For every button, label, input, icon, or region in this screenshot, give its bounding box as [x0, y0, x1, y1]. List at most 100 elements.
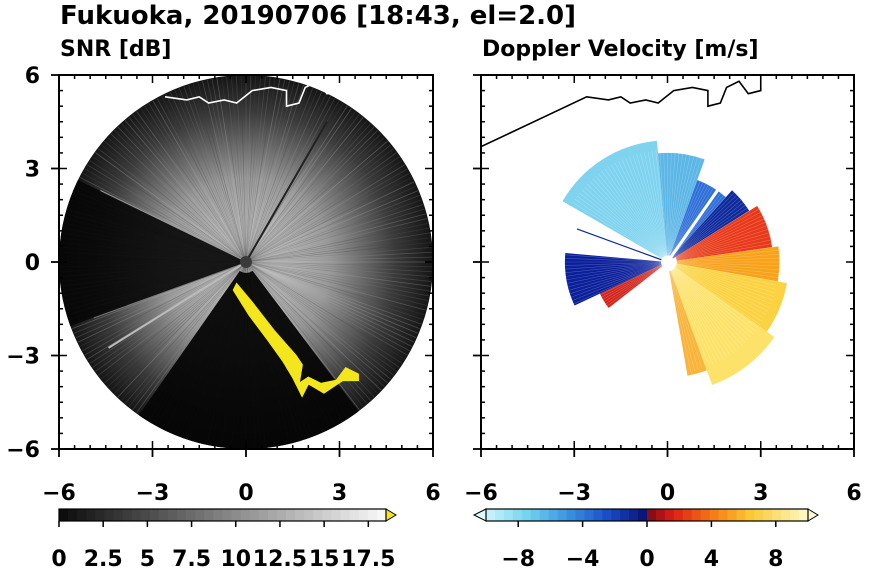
velocity-ray — [667, 261, 734, 353]
velocity-ray — [647, 151, 668, 263]
velocity-ray — [667, 261, 751, 338]
velocity-blocked-ray — [666, 184, 723, 263]
velocity-ray — [555, 257, 668, 263]
colorbar-swatch — [149, 509, 160, 521]
colorbar-swatch — [620, 509, 630, 521]
velocity-ray — [562, 261, 668, 301]
snr-ray — [132, 114, 247, 263]
snr-ray — [245, 108, 352, 263]
snr-ray — [245, 261, 394, 376]
colorbar-swatch — [267, 509, 278, 521]
velocity-ray — [667, 261, 767, 315]
colorbar-extend-max — [385, 508, 397, 522]
snr-ray — [104, 261, 247, 384]
colorbar-tick-label: 7.5 — [172, 547, 211, 570]
snr-ray — [245, 160, 403, 263]
velocity-ray — [667, 192, 756, 263]
velocity-ray — [663, 149, 668, 263]
velocity-sector — [670, 267, 775, 386]
velocity-ray — [667, 261, 737, 351]
snr-ray — [245, 78, 281, 263]
snr-ray — [107, 137, 247, 263]
snr-ray — [245, 194, 420, 263]
velocity-ray — [667, 261, 778, 286]
snr-ray — [245, 261, 391, 380]
velocity-ray — [667, 261, 770, 308]
snr-ray — [114, 261, 247, 394]
colorbar-swatch — [95, 509, 105, 521]
snr-ray — [245, 133, 382, 263]
velocity-axis-ticks: −6 −3 0 3 6 — [464, 74, 862, 506]
snr-ray — [128, 261, 247, 407]
velocity-ray — [592, 178, 668, 263]
velocity-ray — [667, 227, 775, 263]
velocity-ray — [572, 261, 668, 322]
snr-ray — [245, 261, 425, 316]
snr-ray — [245, 232, 430, 263]
snr-ray — [245, 152, 397, 263]
snr-ray — [121, 123, 247, 263]
velocity-ray — [667, 261, 724, 360]
colorbar-swatch — [700, 509, 711, 521]
velocity-panel-title: Doppler Velocity [m/s] — [482, 37, 759, 62]
snr-ray — [245, 123, 371, 263]
colorbar-swatch — [691, 509, 702, 521]
snr-ray — [73, 261, 247, 334]
velocity-ray — [667, 261, 731, 356]
snr-ray — [245, 164, 405, 263]
velocity-ray — [667, 153, 695, 263]
velocity-ray — [584, 186, 668, 263]
colorbar-swatch — [611, 509, 621, 521]
velocity-ray — [667, 261, 703, 369]
snr-ray — [245, 185, 417, 263]
snr-ray — [245, 79, 286, 263]
velocity-ray — [667, 183, 749, 263]
snr-ray — [183, 86, 247, 263]
velocity-ray — [572, 202, 668, 263]
snr-ray — [245, 261, 420, 330]
snr-ray — [124, 261, 247, 404]
velocity-sector — [671, 190, 750, 259]
velocity-ray — [667, 223, 773, 263]
snr-ray — [178, 88, 247, 263]
colorbar-swatch — [503, 509, 514, 521]
snr-ray — [245, 261, 428, 306]
velocity-ray — [667, 261, 688, 373]
velocity-ray — [667, 219, 772, 263]
colorbar-swatch — [376, 509, 387, 521]
colorbar-swatch — [304, 509, 314, 521]
snr-ray — [245, 130, 378, 263]
velocity-ray — [560, 261, 668, 297]
colorbar-swatch — [322, 509, 332, 521]
snr-ray — [82, 172, 247, 263]
snr-ray — [98, 261, 247, 376]
snr-ray — [202, 80, 247, 263]
velocity-ray — [667, 261, 740, 349]
velocity-ray — [667, 261, 695, 371]
velocity-ray — [667, 189, 754, 263]
colorbar-tick-label: 2.5 — [84, 547, 123, 570]
snr-ray — [101, 261, 247, 380]
snr-ray — [92, 156, 247, 263]
snr-ray — [245, 237, 431, 263]
colorbar-swatch — [745, 509, 755, 521]
velocity-ray — [667, 261, 761, 325]
snr-ray — [245, 105, 348, 263]
x-tick-label: −3 — [557, 481, 591, 506]
colorbar-tick-label: −4 — [566, 547, 600, 570]
velocity-ray — [579, 261, 668, 332]
snr-ray — [245, 114, 360, 263]
snr-ray — [152, 100, 247, 263]
snr-ray — [95, 152, 247, 263]
snr-ray — [124, 120, 247, 263]
velocity-thin-ray — [576, 228, 668, 263]
snr-ray — [245, 96, 331, 263]
colorbar-swatch — [222, 509, 232, 521]
x-tick-label: 3 — [753, 481, 768, 506]
y-tick-label: 6 — [25, 64, 40, 89]
velocity-ray — [667, 261, 707, 368]
snr-ray — [245, 76, 261, 263]
snr-plot-area — [59, 75, 433, 449]
snr-ray — [110, 133, 247, 263]
